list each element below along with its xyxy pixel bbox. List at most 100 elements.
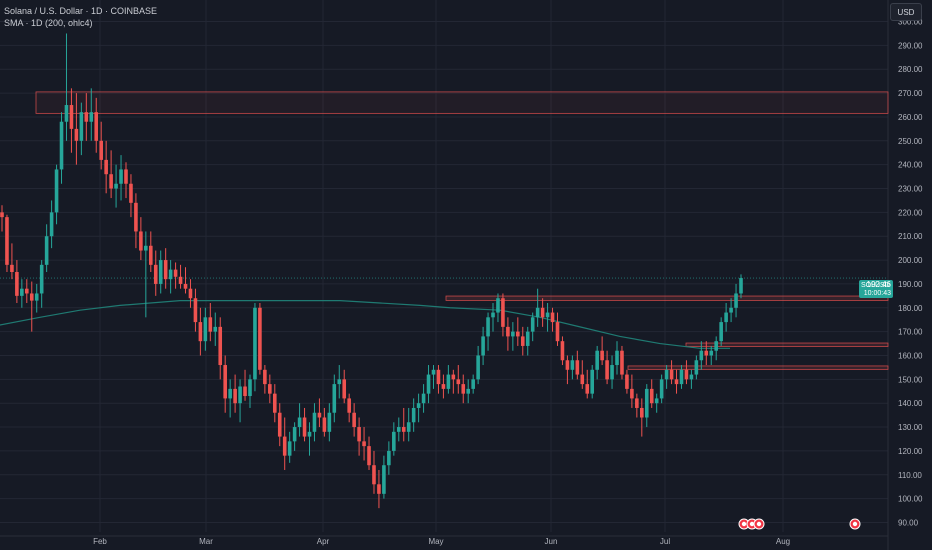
candle-body	[644, 388, 649, 418]
candle-body	[352, 412, 356, 428]
candle-body	[268, 384, 272, 394]
candle-body	[416, 403, 421, 408]
candle-body	[550, 312, 555, 323]
candle-body	[545, 312, 550, 318]
candle-body	[94, 112, 99, 141]
y-tick-label: 110.00	[898, 471, 922, 480]
candle-body	[148, 245, 153, 265]
candle-body	[575, 360, 580, 375]
candle-body	[679, 369, 684, 385]
candle-body	[302, 417, 307, 437]
candle-body	[481, 336, 485, 356]
candle-body	[719, 322, 723, 342]
candle-body	[218, 326, 223, 366]
candle-body	[684, 369, 689, 380]
candle-body	[263, 369, 267, 385]
y-tick-label: 260.00	[898, 113, 923, 122]
candle-body	[461, 384, 466, 394]
candle-body	[44, 236, 49, 265]
candle-body	[411, 407, 416, 423]
candle-body	[401, 427, 406, 432]
candle-body	[139, 231, 143, 251]
candle-body	[208, 317, 213, 332]
x-tick-label: Jul	[660, 537, 670, 546]
candle-body	[699, 350, 704, 361]
event-marker-dot	[756, 521, 762, 527]
candle-body	[694, 360, 699, 375]
x-tick-label: Aug	[776, 537, 790, 546]
candle-body	[689, 374, 694, 380]
y-tick-label: 240.00	[898, 161, 923, 170]
candle-body	[565, 360, 570, 370]
candle-body	[451, 374, 456, 380]
candle-body	[426, 374, 431, 394]
candle-body	[496, 298, 500, 313]
candle-body	[29, 293, 34, 301]
y-tick-label: 170.00	[898, 328, 923, 337]
support-zone	[627, 365, 889, 370]
candle-body	[114, 183, 118, 189]
candle-body	[396, 427, 401, 432]
candle-body	[168, 269, 173, 280]
candle-body	[193, 298, 198, 323]
candle-body	[520, 336, 525, 346]
candle-body	[74, 128, 79, 141]
candle-body	[297, 417, 302, 428]
candle-body	[158, 260, 163, 284]
candle-body	[203, 317, 208, 342]
candle-body	[282, 436, 287, 456]
candle-body	[342, 379, 347, 399]
candle-body	[560, 341, 565, 361]
last-price-badge: SOLUSD 192.46 10:00:43	[859, 280, 893, 298]
y-tick-label: 220.00	[898, 208, 923, 217]
candle-body	[134, 202, 138, 232]
event-marker-dot	[852, 521, 858, 527]
candle-body	[59, 121, 64, 170]
candle-body	[79, 112, 84, 141]
candle-body	[5, 217, 9, 265]
candle-body	[387, 450, 391, 466]
candle-body	[580, 374, 585, 385]
candle-body	[119, 169, 123, 184]
candle-body	[317, 412, 322, 418]
candle-body	[501, 298, 505, 327]
y-tick-label: 200.00	[898, 256, 923, 265]
candle-body	[228, 388, 232, 399]
candle-body	[406, 422, 411, 432]
candle-body	[248, 379, 252, 397]
candle-body	[714, 341, 719, 351]
candle-body	[709, 350, 714, 356]
candle-body	[253, 307, 257, 380]
candle-body	[734, 293, 738, 308]
candle-body	[535, 307, 540, 318]
candle-body	[104, 159, 108, 175]
candle-body	[0, 212, 4, 218]
candle-body	[590, 369, 595, 394]
candle-body	[327, 412, 332, 432]
candle-body	[585, 384, 590, 394]
candle-body	[377, 484, 381, 494]
price-badge-countdown: 10:00:43	[863, 290, 891, 297]
y-tick-label: 190.00	[898, 280, 923, 289]
candle-body	[555, 322, 560, 342]
candle-body	[183, 283, 188, 289]
x-tick-label: Apr	[317, 537, 330, 546]
currency-button[interactable]: USD	[890, 3, 922, 21]
y-tick-label: 250.00	[898, 137, 923, 146]
candle-body	[233, 388, 237, 404]
sma-200-line	[0, 300, 730, 349]
candle-body	[511, 331, 515, 337]
candle-body	[163, 260, 168, 280]
x-tick-label: Jun	[545, 537, 558, 546]
candle-body	[89, 112, 94, 122]
candle-body	[24, 288, 29, 294]
candle-body	[739, 278, 743, 294]
sma-indicator-label[interactable]: SMA · 1D (200, ohlc4)	[4, 18, 93, 28]
y-tick-label: 90.00	[898, 518, 919, 527]
candle-body	[436, 369, 441, 385]
symbol-title[interactable]: Solana / U.S. Dollar · 1D · COINBASE	[4, 6, 158, 16]
y-tick-label: 280.00	[898, 65, 923, 74]
y-tick-label: 160.00	[898, 351, 923, 360]
event-marker-dot	[749, 521, 755, 527]
